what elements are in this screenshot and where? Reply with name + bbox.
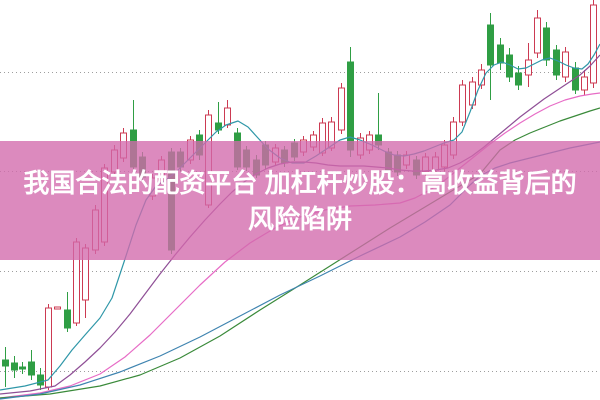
candle [54,306,61,310]
candle [487,13,494,100]
candle [553,45,560,80]
candle [534,10,541,58]
candle [525,43,532,87]
candle [19,362,26,374]
candle [37,368,44,390]
candle [478,64,485,89]
title-line-2: 风险陷阱 [247,203,352,234]
candle [11,356,18,378]
candle [28,350,35,380]
candle [590,0,597,88]
candle [497,38,504,70]
title-banner: 我国合法的配资平台 加杠杆炒股：高收益背后的 风险陷阱 [0,141,600,260]
candle [515,66,522,90]
candle [338,83,345,134]
candle [459,80,466,126]
title-line-1: 我国合法的配资平台 加杠杆炒股：高收益背后的 [23,167,577,198]
candle [581,70,588,95]
candle [2,347,9,387]
candle [64,292,71,332]
